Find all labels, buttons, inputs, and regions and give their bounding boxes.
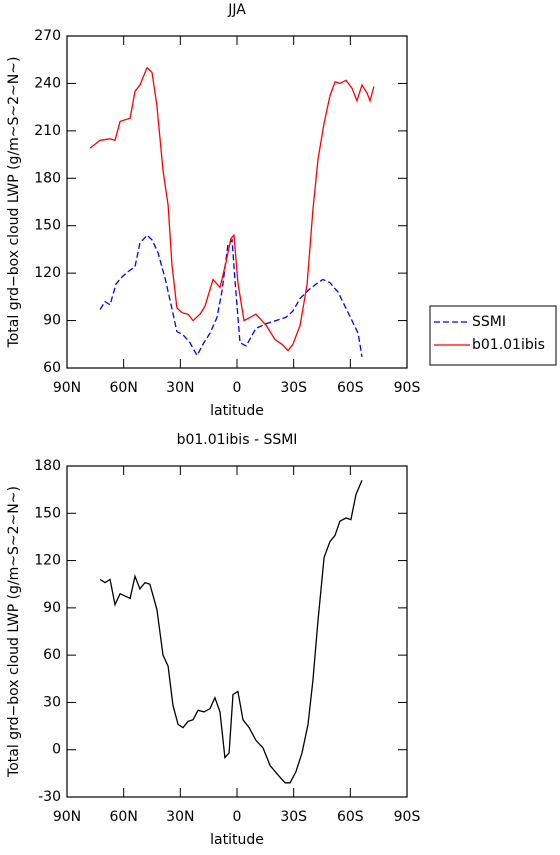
y-axis-label: Total grd−box cloud LWP (g/m~S~2~N~) <box>6 57 22 349</box>
y-tick-label: 60 <box>43 360 61 376</box>
legend-label: b01.01ibis <box>472 337 545 353</box>
y-tick-label: 150 <box>34 505 61 521</box>
x-tick-label: 30S <box>280 380 307 396</box>
x-axis-label: latitude <box>210 832 264 848</box>
x-tick-label: 60S <box>337 380 364 396</box>
x-tick-label: 90N <box>53 380 81 396</box>
x-tick-label: 60N <box>110 809 138 825</box>
y-tick-label: 120 <box>34 265 61 281</box>
plot-frame <box>66 35 408 369</box>
x-tick-label: 30N <box>166 809 194 825</box>
y-tick-label: 180 <box>34 458 61 474</box>
y-axis-label: Total grd−box cloud LWP (g/m~S~2~N~) <box>6 486 22 778</box>
y-tick-label: 180 <box>34 170 61 186</box>
y-tick-label: 270 <box>34 28 61 44</box>
chart-title: JJA <box>227 2 246 18</box>
series-line <box>99 234 363 358</box>
series-line <box>99 479 363 784</box>
legend-box <box>429 305 557 366</box>
y-tick-label: 240 <box>34 75 61 91</box>
plot-frame <box>66 465 408 798</box>
y-tick-label: 0 <box>52 742 61 758</box>
x-tick-label: 90S <box>394 380 421 396</box>
x-tick-label: 90S <box>394 809 421 825</box>
y-tick-label: 90 <box>43 600 61 616</box>
y-tick-label: 150 <box>34 218 61 234</box>
series-line <box>89 66 375 352</box>
x-tick-label: 30N <box>166 380 194 396</box>
y-tick-label: 90 <box>43 313 61 329</box>
y-tick-label: -30 <box>38 789 61 805</box>
x-tick-label: 0 <box>233 380 242 396</box>
y-tick-label: 210 <box>34 123 61 139</box>
legend-label: SSMI <box>472 314 506 330</box>
y-tick-label: 30 <box>43 694 61 710</box>
y-tick-label: 120 <box>34 553 61 569</box>
chart-title: b01.01ibis - SSMI <box>177 432 298 448</box>
x-axis-label: latitude <box>210 403 264 419</box>
x-tick-label: 30S <box>280 809 307 825</box>
x-tick-label: 60N <box>110 380 138 396</box>
x-tick-label: 0 <box>233 809 242 825</box>
x-tick-label: 90N <box>53 809 81 825</box>
x-tick-label: 60S <box>337 809 364 825</box>
y-tick-label: 60 <box>43 647 61 663</box>
